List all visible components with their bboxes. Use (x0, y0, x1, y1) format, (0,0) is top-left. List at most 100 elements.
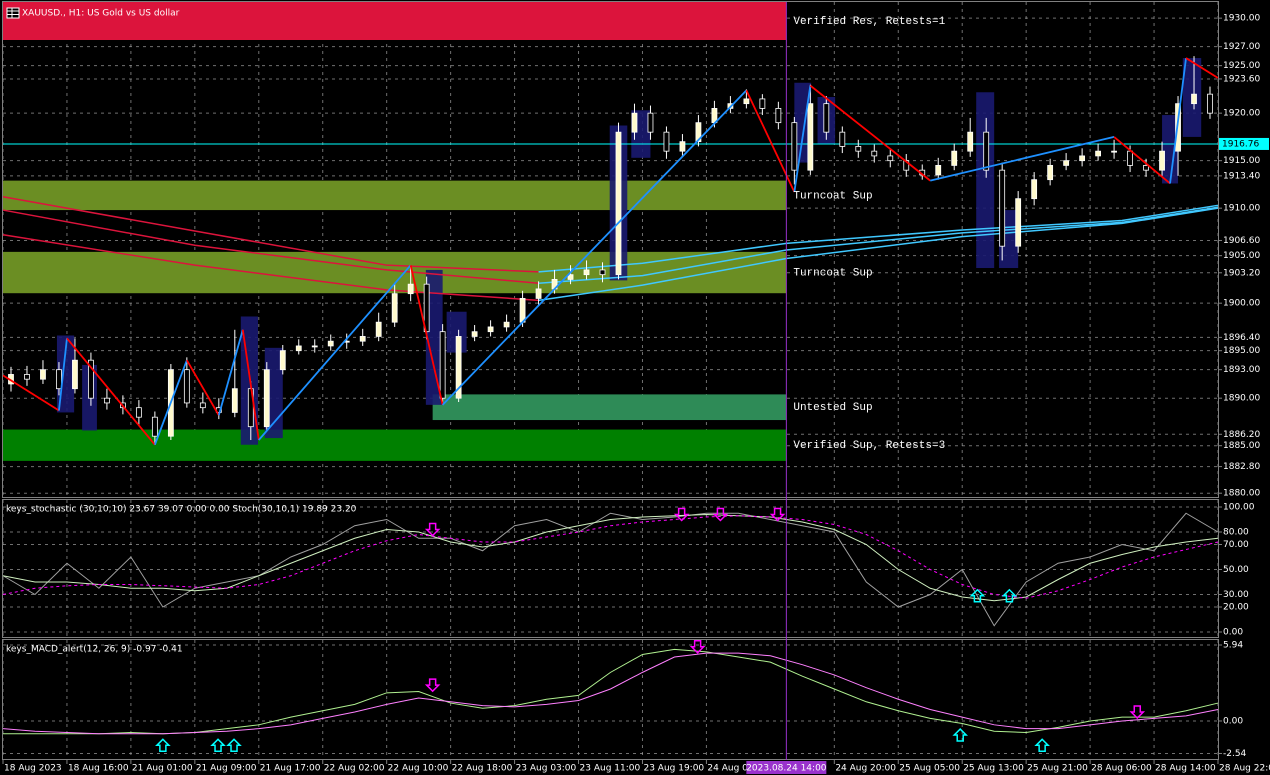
main-frame (2, 1, 1219, 498)
moving-average (2, 196, 539, 273)
zigzag-segment (217, 329, 244, 416)
candle-body (967, 131, 974, 152)
x-tick-label: 21 Aug 17:00 (260, 764, 321, 774)
zone-label: Verified Res, Retests=1 (793, 16, 945, 28)
x-tick-label: 24 Aug 20:00 (835, 764, 896, 774)
zigzag-segment (930, 136, 1115, 182)
candle-body (439, 331, 446, 399)
candle-body (1079, 155, 1086, 162)
y-tick-label: 1885.00 (1223, 441, 1260, 451)
candle-body (56, 369, 62, 390)
candle-body (40, 369, 46, 380)
signal-arrow (769, 507, 786, 522)
candle-body (887, 155, 894, 162)
y-tick-label: 0.00 (1223, 716, 1243, 726)
candle-body (535, 288, 542, 299)
y-tick-label: 1886.20 (1223, 430, 1260, 440)
x-tick-label: 22 Aug 02:00 (324, 764, 385, 774)
y-tick-label: 1900.00 (1223, 299, 1260, 309)
x-tick-label: 18 Aug 16:00 (68, 764, 129, 774)
indicator-line (2, 515, 1219, 599)
zone (3, 429, 787, 461)
candle-body (24, 374, 30, 380)
signal-arrow (673, 507, 690, 522)
moving-average (538, 207, 1219, 302)
zone (432, 394, 787, 421)
zone-label: Turncoat Sup (793, 267, 872, 279)
candle-body (72, 359, 78, 390)
zone (3, 2, 787, 41)
candle-body (263, 369, 270, 428)
y-tick-label: 1925.00 (1223, 61, 1260, 71)
zigzag-segment (66, 337, 156, 446)
candle-body (615, 131, 622, 276)
x-tick-label: 23 Aug 03:00 (516, 764, 577, 774)
moving-average (2, 234, 539, 302)
panel-title: keys_MACD_alert(12, 26, 9) -0.97 -0.41 (6, 645, 183, 655)
candle-body (1095, 150, 1101, 157)
candle-body (391, 293, 398, 323)
y-tick-label: 1896.40 (1223, 333, 1260, 343)
y-tick-label: 0.00 (1223, 628, 1243, 638)
indicator-line (2, 513, 1219, 602)
x-tick-label: 23 Aug 11:00 (580, 764, 641, 774)
candle-body (855, 146, 862, 152)
candle-body (999, 169, 1006, 247)
candle-body (647, 112, 654, 133)
candle-body (1015, 198, 1022, 247)
candle-body (231, 388, 238, 413)
y-tick-label: 70.00 (1223, 540, 1249, 550)
zigzag-segment (154, 359, 188, 446)
candle-body (295, 345, 302, 352)
x-tick-label: 18 Aug 2023 (4, 764, 62, 774)
indicator-line (2, 652, 1219, 735)
zone (3, 180, 787, 211)
zigzag-segment (1185, 57, 1219, 79)
y-tick-label: 50.00 (1223, 565, 1249, 575)
x-tick-label: 28 Aug 06:00 (1091, 764, 1152, 774)
fractal-box (446, 311, 467, 353)
x-tick-label: 25 Aug 21:00 (1027, 764, 1088, 774)
zigzag-segment (241, 329, 260, 441)
indicator-line (3, 648, 1219, 735)
moving-average (538, 206, 1219, 284)
candle-body (951, 150, 958, 166)
zone-label: Verified Sup, Retests=3 (793, 440, 945, 452)
candle-body (791, 122, 798, 171)
candle-body (327, 340, 334, 347)
signal-arrow (1001, 588, 1018, 603)
candle-body (983, 131, 990, 171)
signal-arrow (424, 678, 441, 693)
last-price-label: 1916.76 (1222, 139, 1259, 149)
signal-arrow (952, 727, 969, 742)
y-tick-label: 1905.00 (1223, 251, 1260, 261)
stoch-frame (2, 499, 1219, 638)
zigzag-segment (441, 89, 748, 406)
signal-arrow (712, 507, 729, 522)
zigzag-segment (409, 264, 444, 406)
y-tick-label: 1910.00 (1223, 204, 1260, 214)
macd-frame (2, 639, 1219, 760)
fractal-box (1162, 115, 1179, 184)
candle-body (871, 150, 878, 157)
candle-body (663, 131, 670, 152)
plot-layer (2, 2, 1219, 760)
candle-body (311, 345, 318, 348)
cursor-label: 2023.08.24 14:00 (746, 764, 827, 774)
zigzag-segment (1169, 57, 1187, 184)
x-tick-label: 25 Aug 13:00 (963, 764, 1024, 774)
zigzag-segment (2, 374, 60, 412)
last-price-tag (1219, 137, 1269, 150)
x-tick-label: 28 Aug 22:00 (1219, 764, 1270, 774)
candle-body (743, 98, 750, 105)
candle-body (823, 103, 830, 133)
signal-arrow (969, 588, 986, 603)
candle-body (839, 131, 846, 147)
fractal-box (425, 269, 443, 405)
candle-body (183, 369, 190, 404)
candle-body (775, 108, 782, 124)
panel-title: keys_stochastic (30,10,10) 23.67 39.07 0… (6, 505, 357, 515)
candle-body (1031, 179, 1038, 200)
